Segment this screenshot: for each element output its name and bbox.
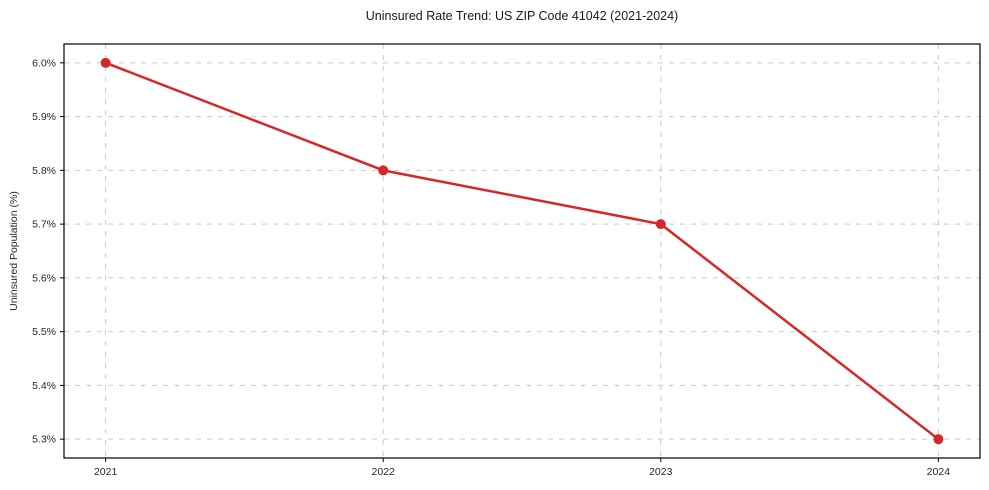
y-tick-label: 5.4%: [32, 380, 56, 392]
data-point-marker-2023: [655, 219, 666, 230]
x-tick-label: 2024: [927, 466, 951, 478]
data-point-marker-2022: [378, 165, 389, 176]
y-tick-label: 5.3%: [32, 434, 56, 446]
x-tick-label: 2021: [94, 466, 118, 478]
y-tick-label: 6.0%: [32, 57, 56, 69]
y-tick-label: 5.6%: [32, 272, 56, 284]
trend-line: [104, 61, 940, 441]
plot-border: [63, 43, 981, 459]
data-point-marker-2024: [933, 434, 944, 445]
x-tick-label: 2023: [649, 466, 673, 478]
y-tick-label: 5.7%: [32, 219, 56, 231]
y-tick-label: 5.8%: [32, 165, 56, 177]
chart-title: Uninsured Rate Trend: US ZIP Code 41042 …: [365, 9, 679, 23]
data-point-marker-2021: [100, 57, 111, 68]
y-tick-label: 5.5%: [32, 326, 56, 338]
y-tick-label: 5.9%: [32, 111, 56, 123]
x-tick-label: 2022: [372, 466, 396, 478]
